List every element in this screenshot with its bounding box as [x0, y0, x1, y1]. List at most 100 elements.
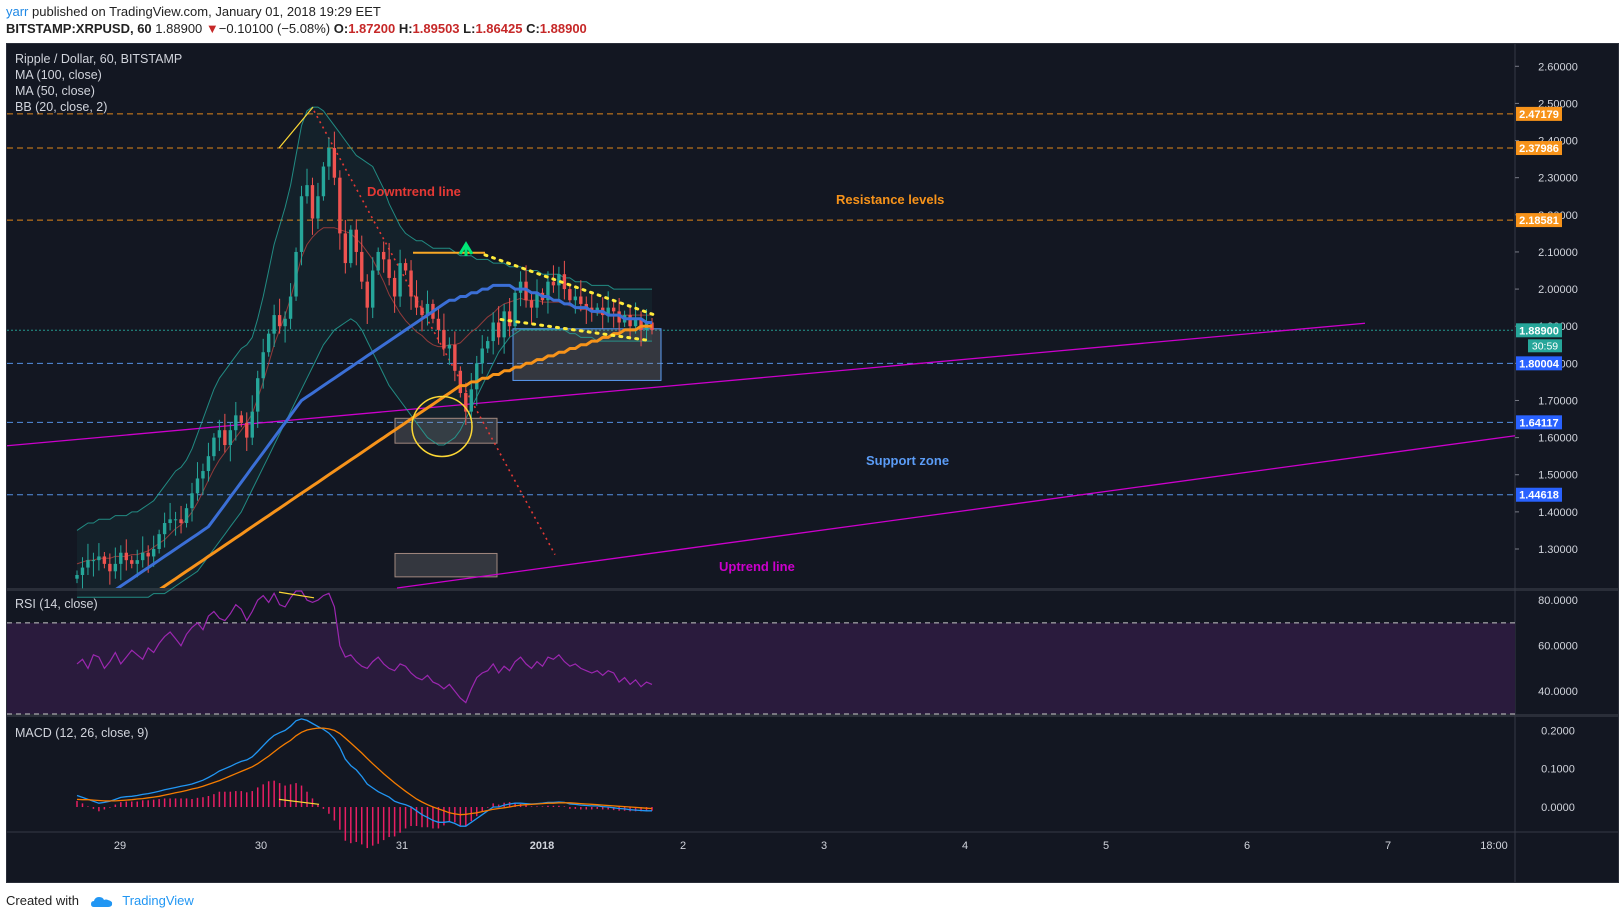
chart-canvas[interactable]: Downtrend line Resistance levels Support z…: [7, 44, 1618, 882]
countdown-label: 30:59: [1532, 340, 1558, 352]
candle-body: [168, 519, 172, 524]
high-label: H:: [398, 21, 413, 36]
price-tick-label: 2.00000: [1538, 284, 1578, 296]
price-tick-label: 1.70000: [1538, 395, 1578, 407]
triangle-upper-line: [483, 253, 660, 318]
candle-body: [458, 370, 463, 394]
legend-rsi[interactable]: RSI (14, close): [15, 597, 98, 611]
legend-macd[interactable]: MACD (12, 26, close, 9): [15, 726, 149, 740]
candle-body: [124, 552, 128, 561]
candle-body: [420, 307, 424, 316]
legend-ma100[interactable]: MA (100, close): [15, 68, 102, 82]
time-tick-label: 29: [114, 840, 126, 852]
candle-body: [151, 549, 156, 557]
candle-body: [91, 560, 96, 562]
price-tick-label: 2.10000: [1538, 247, 1578, 259]
price-tick-label: 1.30000: [1538, 544, 1578, 556]
candle-body: [562, 274, 567, 290]
candle-body: [584, 303, 588, 308]
candle-body: [206, 456, 211, 472]
footer: Created with TradingView: [6, 893, 194, 908]
candle-body: [447, 344, 452, 349]
support-price-badge-label: 1.64117: [1519, 417, 1558, 429]
bb-lower-line: [77, 318, 652, 598]
chart-container[interactable]: Downtrend line Resistance levels Support z…: [6, 43, 1619, 883]
candle-body: [212, 437, 216, 457]
macd-signal-line: [76, 727, 653, 816]
candle-body: [551, 281, 556, 286]
low-label: L:: [463, 21, 476, 36]
candle-body: [272, 315, 276, 334]
ma100-line: [159, 324, 652, 588]
resistance-price-badge-label: 2.37986: [1519, 143, 1559, 155]
macd-tick-label: 0.1000: [1541, 764, 1575, 776]
support-box: [512, 328, 662, 381]
rsi-tick-label: 40.0000: [1538, 686, 1578, 698]
author-link[interactable]: yarr: [6, 4, 29, 19]
legend-bb[interactable]: BB (20, close, 2): [15, 100, 108, 114]
candle-body: [425, 303, 430, 316]
candle-body: [480, 348, 484, 364]
candle-body: [518, 281, 523, 293]
macd-tick-label: 0.2000: [1541, 725, 1575, 737]
candle-body: [283, 318, 287, 327]
candle-body: [250, 411, 254, 438]
candle-body: [469, 389, 473, 412]
divergence-line-price: [278, 106, 314, 149]
price-change: −0.10100 (−5.08%): [218, 21, 331, 36]
candle-body: [327, 147, 331, 167]
candle-body: [442, 329, 446, 349]
legend-ma50[interactable]: MA (50, close): [15, 84, 95, 98]
support-price-badge-label: 1.80004: [1519, 358, 1560, 370]
price-tick-label: 1.40000: [1538, 507, 1578, 519]
candle-body: [157, 534, 161, 550]
candle-body: [595, 307, 599, 312]
candle-body: [371, 270, 375, 308]
price-tick-label: 2.60000: [1538, 61, 1578, 73]
bb-upper-line: [76, 106, 652, 531]
resistance-price-badge-label: 2.47179: [1519, 109, 1559, 121]
candle-body: [354, 229, 358, 252]
candle-body: [343, 233, 348, 264]
macd-tick-label: 0.0000: [1541, 802, 1575, 814]
green-up-arrow-icon: [458, 241, 474, 256]
candle-body: [86, 560, 90, 568]
candle-body: [590, 307, 594, 312]
candle-body: [223, 430, 227, 446]
candle-body: [403, 263, 408, 271]
low-value: 1.86425: [475, 21, 523, 36]
support-price-badge: [1516, 487, 1562, 502]
support-price-badge: [1516, 415, 1562, 430]
annotation-support: Support zone: [866, 453, 949, 468]
candle-body: [529, 300, 534, 308]
candle-body: [245, 422, 249, 438]
macd-line: [76, 718, 652, 827]
annotation-downtrend: Downtrend line: [367, 184, 461, 199]
candle-body: [141, 552, 145, 561]
support-box: [394, 552, 498, 578]
candle-body: [491, 322, 495, 342]
close-label: C:: [526, 21, 540, 36]
time-tick-label: 5: [1103, 840, 1109, 852]
bb-fill: [77, 107, 652, 598]
time-tick-label: 3: [821, 840, 827, 852]
candle-body: [633, 318, 638, 327]
support-price-badge-label: 1.44618: [1519, 490, 1559, 502]
tradingview-brand-link[interactable]: TradingView: [122, 893, 194, 908]
resistance-price-badge: [1516, 106, 1562, 121]
open-value: 1.87200: [348, 21, 396, 36]
last_price-price-badge-label: 1.88900: [1519, 325, 1559, 337]
countdown-badge: [1528, 339, 1562, 353]
candle-body: [108, 563, 112, 572]
candle-body: [179, 519, 183, 524]
candle-body: [299, 196, 304, 252]
candle-body: [162, 523, 167, 535]
last_price-price-badge: [1516, 323, 1562, 338]
candle-body: [557, 274, 561, 286]
candle-body: [130, 560, 134, 564]
uptrend-line: [7, 322, 1366, 447]
candle-body: [310, 185, 315, 219]
candle-body: [316, 196, 320, 219]
divergence-line-rsi: [278, 591, 315, 599]
candle-body: [256, 378, 260, 412]
